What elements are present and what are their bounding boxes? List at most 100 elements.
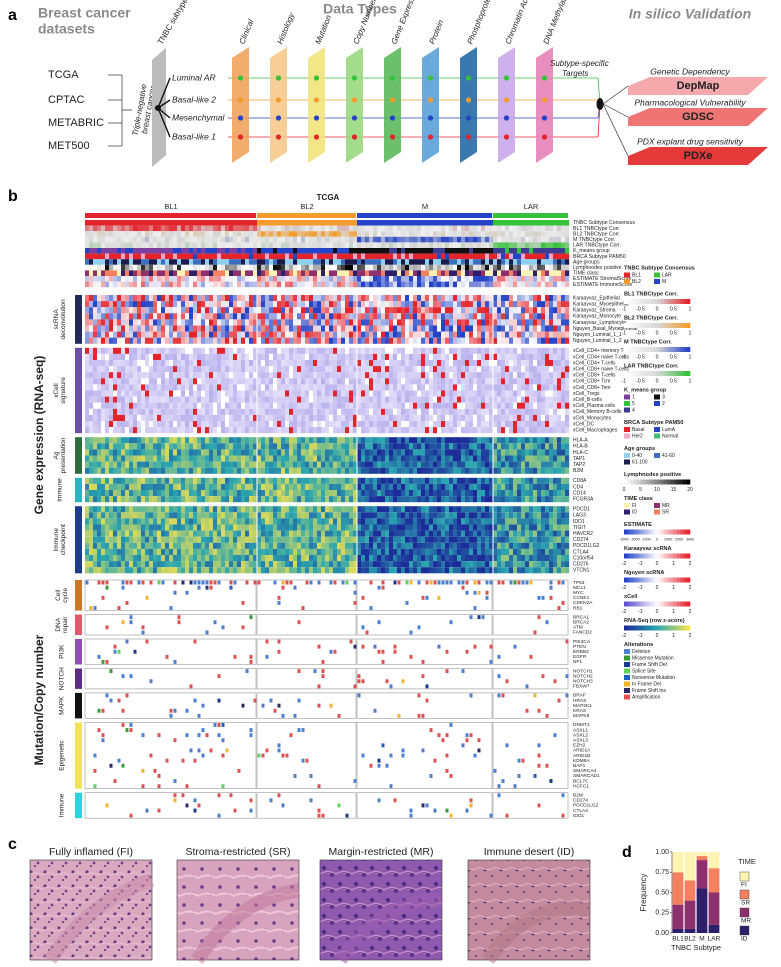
heatmap-cell (377, 408, 382, 415)
heatmap-cell (181, 461, 186, 468)
heatmap-cell (285, 259, 290, 265)
heatmap-cell (509, 248, 514, 254)
heatmap-cell (185, 295, 190, 302)
heatmap-cell (361, 427, 366, 434)
heatmap-cell (349, 264, 354, 271)
heatmap-cell (113, 225, 118, 232)
heatmap-cell (501, 372, 506, 379)
heatmap-cell (333, 270, 338, 276)
heatmap-cell (433, 225, 438, 232)
heatmap-cell (321, 307, 326, 314)
heatmap-cell (305, 390, 310, 397)
heatmap-cell (477, 236, 482, 243)
heatmap-cell (389, 427, 394, 434)
heatmap-cell (405, 378, 410, 385)
heatmap-cell (365, 337, 370, 344)
heatmap-cell (401, 408, 406, 415)
heatmap-cell (553, 366, 558, 373)
heatmap-cell (373, 390, 378, 397)
heatmap-cell (133, 427, 138, 434)
heatmap-cell (125, 295, 130, 302)
heatmap-cell (233, 264, 238, 271)
heatmap-cell (293, 443, 298, 450)
heatmap-cell (429, 307, 434, 314)
heatmap-cell (357, 301, 362, 308)
heatmap-cell (261, 295, 266, 302)
heatmap-cell (441, 220, 446, 226)
heatmap-cell (273, 281, 278, 288)
heatmap-cell (509, 264, 514, 271)
heatmap-cell (529, 353, 534, 360)
heatmap-cell (501, 396, 506, 403)
heatmap-cell (181, 449, 186, 456)
heatmap-cell (237, 347, 242, 354)
heatmap-cell (409, 408, 414, 415)
heatmap-cell (273, 372, 278, 379)
heatmap-cell (441, 437, 446, 444)
heatmap-cell (97, 353, 102, 360)
data-point (351, 75, 358, 81)
heatmap-cell (225, 408, 230, 415)
heatmap-cell (117, 276, 122, 282)
heatmap-cell (181, 220, 186, 226)
heatmap-cell (485, 408, 490, 415)
heatmap-cell (369, 402, 374, 409)
heatmap-cell (145, 259, 150, 265)
heatmap-cell (241, 390, 246, 397)
heatmap-cell (533, 325, 538, 332)
heatmap-cell (533, 236, 538, 243)
heatmap-cell (117, 414, 122, 421)
heatmap-cell (113, 325, 118, 332)
heatmap-cell (189, 281, 194, 288)
heatmap-cell (253, 259, 258, 265)
heatmap-cell (273, 337, 278, 344)
heatmap-cell (101, 264, 106, 271)
heatmap-cell (393, 231, 398, 237)
heatmap-cell (129, 449, 134, 456)
heatmap-cell (177, 408, 182, 415)
heatmap-cell (501, 220, 506, 226)
heatmap-cell (541, 331, 546, 338)
heatmap-cell (121, 307, 126, 314)
heatmap-cell (205, 337, 210, 344)
heatmap-cell (533, 414, 538, 421)
heatmap-cell (321, 319, 326, 326)
heatmap-cell (121, 325, 126, 332)
heatmap-cell (413, 372, 418, 379)
heatmap-cell (233, 443, 238, 450)
data-type-plane (346, 47, 363, 163)
heatmap-cell (221, 337, 226, 344)
data-point (465, 75, 472, 81)
heatmap-cell (289, 313, 294, 320)
heatmap-cell (329, 236, 334, 243)
heatmap-cell (257, 366, 262, 373)
heatmap-cell (225, 337, 230, 344)
heatmap-cell (169, 225, 174, 232)
heatmap-cell (221, 443, 226, 450)
heatmap-cell (301, 236, 306, 243)
heatmap-cell (477, 253, 482, 260)
heatmap-cell (545, 437, 550, 444)
heatmap-cell (145, 313, 150, 320)
heatmap-cell (537, 437, 542, 444)
heatmap-cell (333, 461, 338, 468)
heatmap-cell (481, 236, 486, 243)
heatmap-cell (277, 295, 282, 302)
heatmap-cell (85, 231, 90, 237)
heatmap-cell (97, 366, 102, 373)
heatmap-cell (153, 253, 158, 260)
heatmap-cell (389, 301, 394, 308)
heatmap-cell (405, 427, 410, 434)
heatmap-cell (85, 225, 90, 232)
heatmap-cell (541, 295, 546, 302)
heatmap-cell (145, 307, 150, 314)
heatmap-cell (537, 331, 542, 338)
heatmap-cell (421, 408, 426, 415)
heatmap-cell (277, 225, 282, 232)
heatmap-cell (509, 301, 514, 308)
heatmap-cell (245, 248, 250, 254)
heatmap-cell (409, 455, 414, 462)
heatmap-cell (513, 281, 518, 288)
heatmap-cell (509, 449, 514, 456)
heatmap-cell (101, 366, 106, 373)
